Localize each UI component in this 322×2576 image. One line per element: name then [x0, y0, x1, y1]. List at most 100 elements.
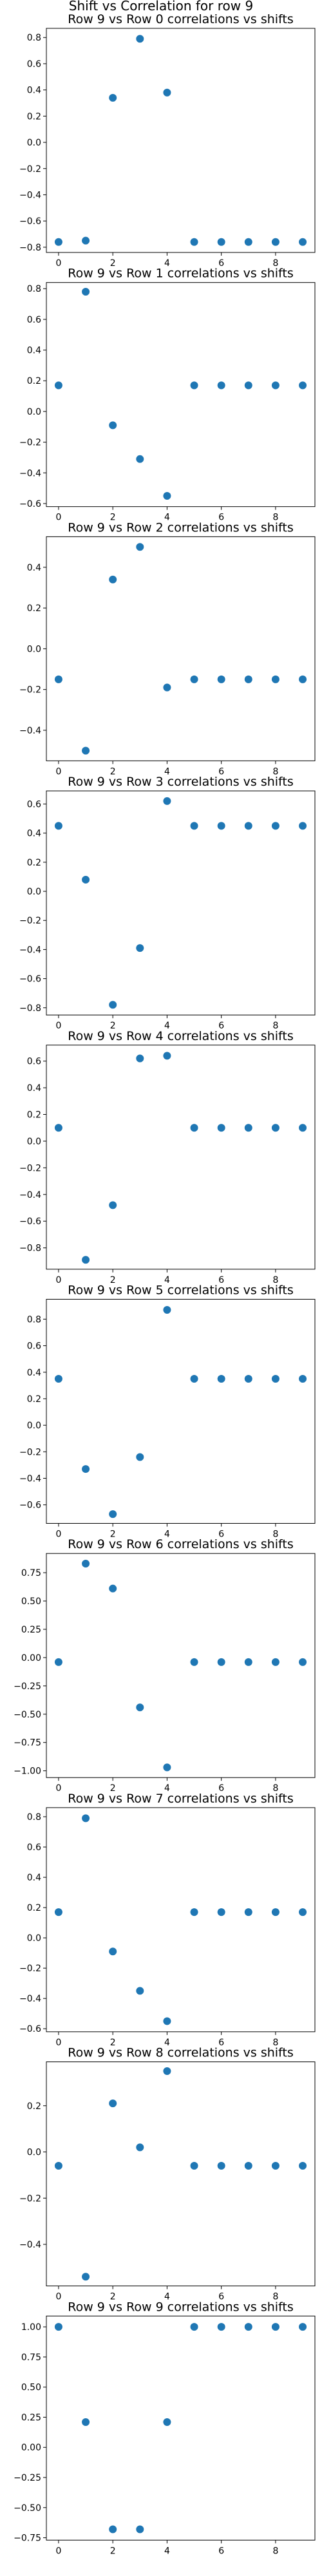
x-tick-label: 0 — [55, 1783, 61, 1794]
data-point — [109, 2099, 117, 2108]
data-point — [190, 1658, 198, 1666]
x-tick-label: 4 — [164, 1021, 170, 1031]
data-point — [136, 455, 144, 463]
axes-frame — [46, 1299, 316, 1524]
x-tick-label: 8 — [272, 1275, 278, 1285]
x-tick-label: 8 — [272, 2546, 278, 2556]
y-tick-label: −0.75 — [14, 1738, 41, 1748]
x-tick-label: 0 — [55, 258, 61, 269]
y-tick-label: 0.4 — [27, 563, 41, 573]
figure-title: Shift vs Correlation for row 9 — [69, 0, 253, 14]
data-point — [163, 2418, 171, 2426]
data-point — [299, 1124, 307, 1132]
x-tick-label: 0 — [55, 766, 61, 777]
subplot-title: Row 9 vs Row 0 correlations vs shifts — [68, 12, 294, 26]
y-tick-label: −1.00 — [14, 1766, 41, 1777]
y-tick-label: 0.4 — [27, 346, 41, 356]
data-point — [109, 1201, 117, 1209]
data-point — [217, 1658, 225, 1666]
x-tick-label: 2 — [110, 258, 116, 269]
data-point — [82, 875, 90, 884]
data-point — [190, 381, 198, 390]
x-tick-label: 8 — [272, 2038, 278, 2048]
subplot-title: Row 9 vs Row 4 correlations vs shifts — [68, 1029, 294, 1043]
data-point — [54, 2323, 62, 2331]
data-point — [299, 675, 307, 683]
data-point — [271, 381, 279, 390]
x-tick-label: 2 — [110, 1275, 116, 1285]
y-tick-label: 0.50 — [21, 2383, 41, 2393]
x-tick-label: 2 — [110, 766, 116, 777]
data-point — [244, 2323, 252, 2331]
y-tick-label: 0.6 — [27, 315, 41, 325]
data-point — [54, 822, 62, 830]
data-point — [136, 2525, 144, 2533]
x-tick-label: 8 — [272, 766, 278, 777]
data-point — [163, 492, 171, 500]
x-tick-label: 6 — [218, 1021, 224, 1031]
data-point — [271, 2162, 279, 2170]
x-tick-label: 2 — [110, 2546, 116, 2556]
y-tick-label: 0.25 — [21, 2412, 41, 2423]
data-point — [244, 1658, 252, 1666]
y-tick-label: −0.2 — [19, 438, 41, 448]
data-point — [109, 1584, 117, 1593]
data-point — [136, 2143, 144, 2152]
y-tick-label: 0.6 — [27, 1842, 41, 1853]
y-tick-label: −0.2 — [19, 164, 41, 175]
subplot-title: Row 9 vs Row 3 correlations vs shifts — [68, 775, 294, 789]
y-tick-label: 0.8 — [27, 33, 41, 43]
x-tick-label: 0 — [55, 513, 61, 523]
y-tick-label: −0.6 — [19, 1501, 41, 1511]
x-tick-label: 4 — [164, 766, 170, 777]
data-point — [244, 381, 252, 390]
axes-frame — [46, 282, 316, 507]
subplot-4: Row 9 vs Row 4 correlations vs shifts 0 2 4… — [19, 1029, 316, 1285]
y-tick-label: −0.6 — [19, 2024, 41, 2034]
y-tick-label: 0.0 — [27, 644, 41, 654]
data-point — [299, 822, 307, 830]
y-tick-label: −0.6 — [19, 974, 41, 985]
axes-frame — [46, 2061, 316, 2287]
data-point — [190, 1908, 198, 1917]
y-tick-label: −0.4 — [19, 190, 41, 200]
subplot-8: Row 9 vs Row 8 correlations vs shifts 0 2 4… — [19, 2046, 316, 2302]
data-point — [82, 1256, 90, 1264]
data-point — [217, 381, 225, 390]
data-point — [244, 675, 252, 683]
x-tick-label: 2 — [110, 2038, 116, 2048]
y-tick-label: 0.2 — [27, 1394, 41, 1405]
y-tick-label: 0.4 — [27, 1083, 41, 1094]
y-tick-label: 0.2 — [27, 2101, 41, 2112]
data-point — [271, 822, 279, 830]
y-tick-label: −0.25 — [14, 1681, 41, 1692]
y-tick-label: −0.4 — [19, 1994, 41, 2004]
data-point — [244, 1375, 252, 1383]
data-point — [190, 675, 198, 683]
data-point — [109, 1001, 117, 1009]
subplot-0: Row 9 vs Row 0 correlations vs shifts 0 2 4… — [19, 12, 316, 269]
data-point — [217, 675, 225, 683]
data-point — [82, 1560, 90, 1568]
y-tick-label: 0.50 — [21, 1596, 41, 1607]
data-point — [82, 2418, 90, 2426]
data-point — [136, 1453, 144, 1461]
x-tick-label: 4 — [164, 2292, 170, 2302]
y-tick-label: 0.4 — [27, 86, 41, 96]
x-tick-label: 8 — [272, 1021, 278, 1031]
axes-frame — [46, 1045, 316, 1270]
axes-frame — [46, 1553, 316, 1778]
x-tick-label: 0 — [55, 1275, 61, 1285]
data-point — [136, 1054, 144, 1063]
data-point — [190, 2323, 198, 2331]
y-tick-label: −0.2 — [19, 1964, 41, 1974]
y-tick-label: 0.25 — [21, 1625, 41, 1635]
data-point — [163, 2067, 171, 2075]
subplot-1: Row 9 vs Row 1 correlations vs shifts 0 2 4… — [19, 267, 316, 523]
y-tick-label: 0.0 — [27, 2148, 41, 2158]
data-point — [217, 2323, 225, 2331]
data-point — [163, 1305, 171, 1314]
data-point — [190, 1124, 198, 1132]
y-tick-label: 0.6 — [27, 59, 41, 70]
x-tick-label: 0 — [55, 2038, 61, 2048]
